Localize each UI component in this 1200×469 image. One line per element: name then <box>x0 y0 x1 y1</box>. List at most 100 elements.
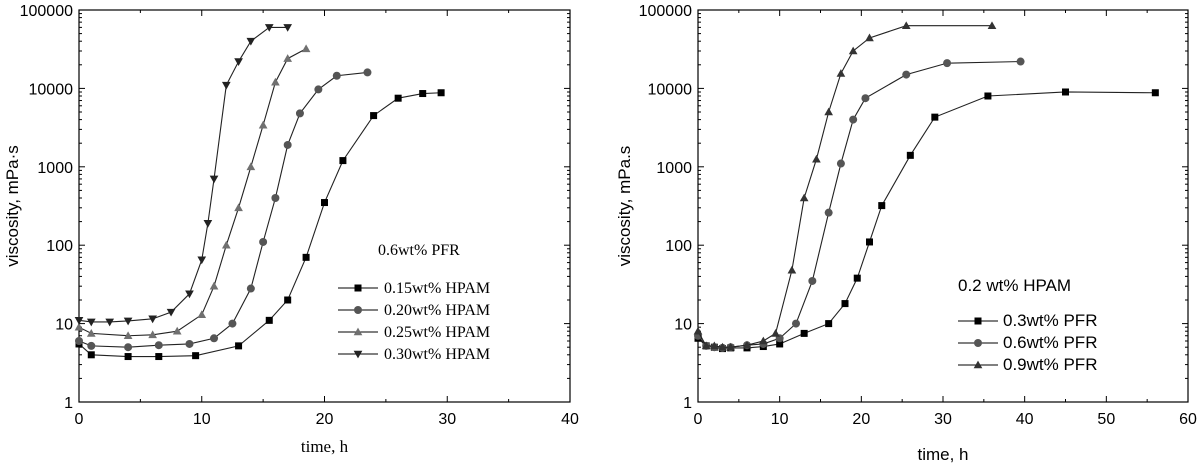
data-point <box>86 318 96 327</box>
legend-marker <box>354 306 362 314</box>
data-point <box>148 315 157 324</box>
y-tick-label: 100 <box>46 238 73 255</box>
data-point <box>841 300 849 308</box>
data-point <box>902 70 911 79</box>
data-point <box>209 281 219 290</box>
data-point <box>1151 89 1159 97</box>
legend-title: 0.2 wt% HPAM <box>958 276 1071 295</box>
data-point <box>235 342 243 350</box>
y-tick-label: 1000 <box>37 160 73 177</box>
data-point <box>75 336 83 345</box>
chart-2: 0 10 20 30 40 50 60 1 10 100 1000 10000 100000 time, … <box>615 3 1197 464</box>
data-point <box>321 199 328 207</box>
data-point <box>776 340 784 348</box>
data-point <box>865 33 874 42</box>
x-tick-label: 20 <box>852 411 870 428</box>
data-point <box>701 341 711 350</box>
legend-item: 0.15wt% HPAM <box>338 280 490 297</box>
data-point <box>87 351 95 359</box>
legend-label: 0.25wt% HPAM <box>384 324 490 341</box>
x-tick-label: 40 <box>561 411 579 428</box>
data-point <box>185 339 194 348</box>
data-point <box>824 208 833 217</box>
y-tick-label: 1 <box>64 395 73 412</box>
data-point <box>866 238 873 246</box>
data-point <box>123 317 133 326</box>
x-tick-label: 50 <box>1097 411 1115 428</box>
data-point <box>234 58 243 66</box>
data-point <box>825 320 833 328</box>
data-point <box>314 85 323 94</box>
data-point <box>718 342 727 351</box>
data-point <box>853 274 861 282</box>
legend-marker <box>974 317 982 325</box>
x-tick-label: 40 <box>1016 411 1034 428</box>
legend-marker <box>353 350 363 359</box>
data-point <box>878 202 886 210</box>
data-point <box>283 140 292 149</box>
legend-label: 0.15wt% HPAM <box>384 280 490 297</box>
legend: 0.6wt% PFR 0.15wt% HPAM 0.20wt% HPAM 0.25wt… <box>338 242 490 363</box>
series-4 <box>74 24 293 327</box>
data-point <box>836 159 845 168</box>
data-point <box>284 296 292 304</box>
legend-item: 0.3wt% PFR <box>958 311 1097 330</box>
legend-item: 0.9wt% PFR <box>958 355 1097 374</box>
legend-marker <box>353 327 363 336</box>
data-point <box>836 69 846 77</box>
legend-item: 0.25wt% HPAM <box>338 324 490 341</box>
legend: 0.2 wt% HPAM 0.3wt% PFR 0.6wt% PFR 0.9wt% P… <box>958 276 1097 374</box>
y-tick-label: 1 <box>683 395 692 412</box>
data-point <box>984 92 992 100</box>
legend-label: 0.9wt% PFR <box>1003 355 1097 374</box>
data-point <box>295 109 304 118</box>
data-point <box>808 276 817 285</box>
data-point <box>931 113 939 121</box>
data-point <box>419 90 427 98</box>
chart-1: 0 10 20 30 40 1 10 100 1000 10000 100000 time, h vis… <box>3 3 579 456</box>
data-point <box>849 115 858 124</box>
data-point <box>246 284 255 293</box>
legend-marker <box>973 360 983 369</box>
x-tick-label: 20 <box>316 411 334 428</box>
data-point <box>394 94 402 102</box>
series-2 <box>75 68 372 352</box>
data-point <box>370 112 378 120</box>
data-point <box>332 71 341 80</box>
legend-item: 0.30wt% HPAM <box>338 346 490 363</box>
data-point <box>742 340 752 349</box>
data-point <box>848 46 858 55</box>
data-point <box>861 94 870 103</box>
data-point <box>901 21 911 30</box>
data-point <box>192 352 200 360</box>
data-point <box>987 21 997 30</box>
legend-marker <box>354 284 362 292</box>
data-point <box>799 193 809 202</box>
data-point <box>86 328 96 337</box>
x-axis-label: time, h <box>301 437 349 456</box>
data-point <box>787 265 797 274</box>
y-axis-label: viscosity, mPa.s <box>615 146 634 267</box>
series-3 <box>74 44 311 340</box>
series-line <box>78 71 368 348</box>
y-tick-label: 100000 <box>20 3 73 20</box>
data-point <box>221 240 231 249</box>
data-point <box>943 59 952 68</box>
x-tick-label: 10 <box>193 411 211 428</box>
legend-label: 0.3wt% PFR <box>1003 311 1097 330</box>
x-tick-label: 0 <box>75 411 84 428</box>
legend-title: 0.6wt% PFR <box>378 242 460 259</box>
data-point <box>155 353 163 361</box>
data-point <box>123 331 133 340</box>
data-point <box>185 290 194 299</box>
data-point <box>228 319 237 328</box>
data-point <box>124 343 133 352</box>
data-point <box>693 326 703 335</box>
data-point <box>172 326 182 335</box>
series-line <box>697 25 992 348</box>
data-point <box>246 37 256 46</box>
data-point <box>1062 88 1069 96</box>
data-point <box>906 151 914 159</box>
data-point <box>339 157 347 165</box>
